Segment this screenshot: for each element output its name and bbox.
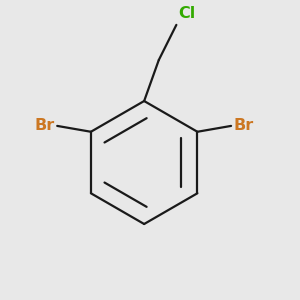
Text: Br: Br (34, 118, 55, 134)
Text: Cl: Cl (178, 6, 195, 21)
Text: Br: Br (233, 118, 254, 134)
